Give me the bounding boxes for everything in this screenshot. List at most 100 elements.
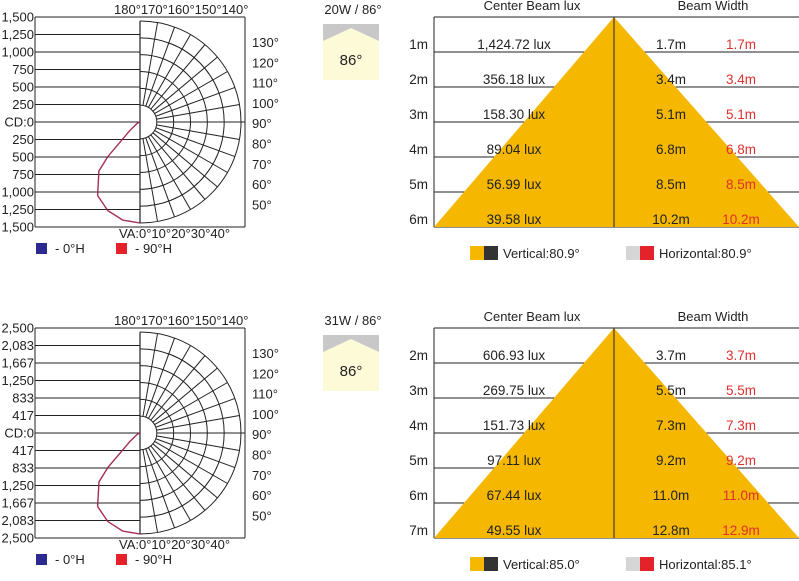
intensity-tick-label: 2,083: [1, 513, 34, 528]
row-beam-width-vertical: 3.4m: [656, 72, 686, 87]
row-center-lux: 49.55 lux: [487, 523, 542, 538]
polar-spoke: [150, 44, 206, 110]
row-beam-width-horizontal: 5.1m: [726, 107, 756, 122]
row-center-lux: 67.44 lux: [487, 488, 542, 503]
row-beam-width-vertical: 11.0m: [653, 488, 690, 503]
polar-spoke: [150, 445, 206, 511]
horizontal-angle-label: Horizontal:85.1°: [659, 557, 752, 572]
intensity-tick-label: 2,500: [1, 321, 34, 336]
polar-ring: [139, 415, 158, 451]
horizontal-swatch-red: [640, 557, 654, 571]
intensity-tick-label: 750: [12, 62, 34, 77]
polar-spoke: [155, 86, 236, 117]
intensity-tick-label: 1,500: [1, 220, 34, 235]
polar-spoke: [156, 124, 240, 141]
power-label: 31W / 86°: [324, 313, 381, 328]
row-distance: 2m: [409, 348, 428, 363]
photometric-chart-31w: 2,500 2,083 1,667 1,250 833 417 CD:0 417 833 1,25…: [1, 311, 799, 572]
intensity-tick-label: 2,500: [1, 531, 34, 546]
intensity-tick-label: 1,250: [1, 202, 34, 217]
row-beam-width-vertical: 9.2m: [656, 453, 686, 468]
row-beam-width-vertical: 7.3m: [656, 418, 686, 433]
right-angle-label: 50°: [252, 508, 272, 523]
header-beam-width: Beam Width: [678, 0, 749, 13]
row-beam-width-horizontal: 7.3m: [726, 418, 756, 433]
bottom-angle-labels: VA:0°10°20°30°40°: [119, 537, 230, 552]
horizontal-swatch-grey: [626, 557, 640, 571]
right-angle-label: 70°: [252, 157, 272, 172]
polar-spoke: [147, 136, 191, 210]
header-center-beam-lux: Center Beam lux: [484, 311, 581, 324]
polar-spoke: [154, 382, 228, 426]
polar-spoke: [154, 129, 228, 173]
polar-spoke: [154, 71, 228, 115]
row-distance: 1m: [409, 37, 428, 52]
curve-0degh: [96, 432, 141, 535]
polar-spoke: [154, 440, 228, 484]
intensity-tick-label: CD:0: [4, 426, 34, 441]
row-beam-width-vertical: 5.5m: [656, 383, 686, 398]
polar-spoke: [142, 22, 159, 106]
legend-swatch: [116, 554, 127, 565]
right-angle-label: 130°: [252, 35, 279, 50]
row-beam-width-vertical: 10.2m: [652, 212, 690, 227]
intensity-tick-label: 500: [12, 80, 34, 95]
row-distance: 6m: [409, 212, 428, 227]
polar-spoke: [142, 333, 159, 417]
row-beam-width-horizontal: 8.5m: [726, 177, 756, 192]
polar-spoke: [142, 138, 159, 222]
intensity-tick-label: 1,000: [1, 45, 34, 60]
row-beam-width-horizontal: 11.0m: [723, 488, 760, 503]
photometric-panel-20w: 1,500 1,250 1,000 750 500 250 CD:0 250 500 750 1,0…: [0, 0, 799, 270]
row-beam-width-horizontal: 6.8m: [726, 142, 756, 157]
light-cone: [434, 328, 799, 538]
row-beam-width-horizontal: 10.2m: [722, 212, 760, 227]
right-angle-label: 60°: [252, 488, 272, 503]
row-center-lux: 39.58 lux: [487, 212, 542, 227]
intensity-tick-label: 1,250: [1, 27, 34, 42]
polar-ring: [139, 104, 158, 140]
right-angle-label: 130°: [252, 346, 279, 361]
polar-spoke: [156, 414, 240, 431]
polar-spoke: [147, 34, 191, 108]
intensity-tick-label: 500: [12, 150, 34, 165]
vertical-angle-label: Vertical:80.9°: [503, 246, 580, 261]
right-angle-label: 90°: [252, 427, 272, 442]
vertical-swatch-yellow: [470, 557, 484, 571]
row-beam-width-vertical: 1.7m: [656, 37, 686, 52]
intensity-tick-label: 1,250: [1, 373, 34, 388]
right-angle-label: 110°: [252, 387, 278, 402]
intensity-tick-label: 833: [12, 391, 34, 406]
row-distance: 6m: [409, 488, 428, 503]
header-center-beam-lux: Center Beam lux: [484, 0, 581, 13]
intensity-tick-label: 1,667: [1, 496, 34, 511]
right-angle-label: 80°: [252, 137, 272, 152]
row-beam-width-vertical: 8.5m: [656, 177, 686, 192]
legend-swatch: [116, 243, 127, 254]
row-beam-width-horizontal: 1.7m: [726, 37, 756, 52]
legend-label: - 90°H: [135, 552, 172, 567]
right-angle-label: 120°: [252, 366, 279, 381]
photometric-chart-20w: 1,500 1,250 1,000 750 500 250 CD:0 250 500 750 1,0…: [1, 0, 799, 261]
curve-90degh: [96, 432, 141, 535]
curve-0degh: [96, 121, 141, 224]
row-distance: 5m: [409, 453, 428, 468]
row-center-lux: 158.30 lux: [483, 107, 546, 122]
row-beam-width-horizontal: 5.5m: [726, 383, 756, 398]
polar-spoke: [156, 435, 240, 452]
light-cone: [434, 17, 799, 227]
polar-spoke: [145, 137, 176, 218]
right-angle-label: 110°: [252, 76, 278, 91]
legend-swatch: [36, 554, 47, 565]
photometric-panel-31w: 2,500 2,083 1,667 1,250 833 417 CD:0 417 833 1,25…: [0, 311, 799, 581]
vertical-swatch-dark: [484, 246, 498, 260]
row-distance: 4m: [409, 142, 428, 157]
polar-spoke: [147, 447, 191, 521]
intensity-tick-label: 250: [12, 132, 34, 147]
row-beam-width-horizontal: 12.9m: [722, 523, 760, 538]
right-angle-label: 120°: [252, 55, 279, 70]
row-center-lux: 269.75 lux: [483, 383, 546, 398]
row-beam-width-horizontal: 3.4m: [726, 72, 756, 87]
beam-angle-label: 86°: [340, 363, 363, 380]
vertical-angle-label: Vertical:85.0°: [503, 557, 580, 572]
